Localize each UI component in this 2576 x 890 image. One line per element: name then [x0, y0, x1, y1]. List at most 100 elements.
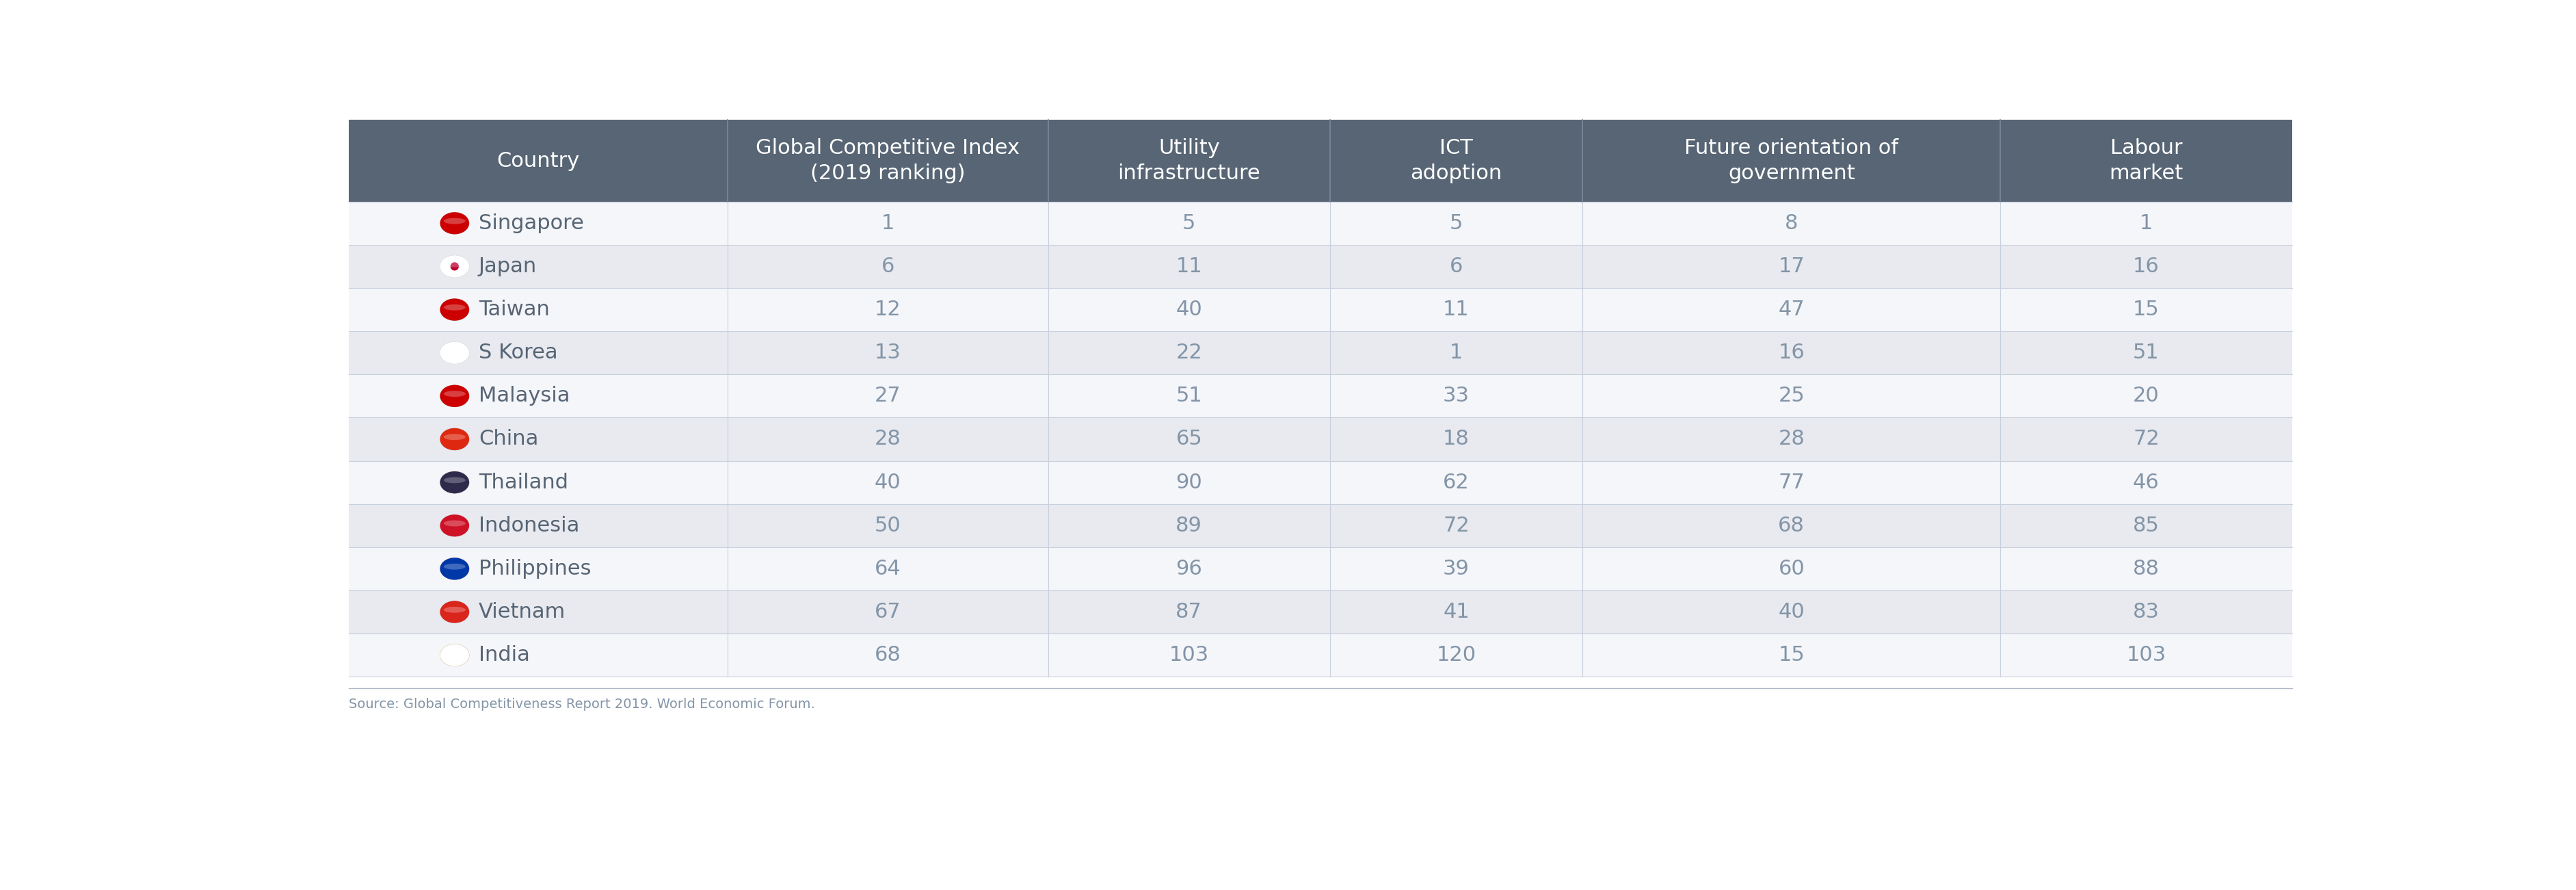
Text: 16: 16: [1777, 343, 1806, 363]
Text: 83: 83: [2133, 602, 2159, 622]
Text: 62: 62: [1443, 473, 1468, 492]
Text: 68: 68: [873, 645, 902, 665]
Bar: [348, 331, 2293, 375]
Ellipse shape: [443, 218, 466, 224]
Text: 77: 77: [1777, 473, 1806, 492]
Bar: [348, 547, 2293, 590]
Text: 11: 11: [1175, 256, 1203, 276]
Text: 1: 1: [2141, 214, 2154, 233]
Text: 72: 72: [1443, 515, 1468, 536]
Text: Philippines: Philippines: [479, 559, 592, 579]
Ellipse shape: [440, 342, 469, 364]
Text: 27: 27: [873, 386, 902, 406]
Text: 89: 89: [1175, 515, 1203, 536]
Ellipse shape: [440, 514, 469, 537]
Text: 28: 28: [873, 429, 902, 449]
Text: 60: 60: [1777, 559, 1806, 579]
Text: 20: 20: [2133, 386, 2159, 406]
Text: China: China: [479, 429, 538, 449]
Text: 1: 1: [1450, 343, 1463, 363]
Bar: [348, 417, 2293, 461]
Ellipse shape: [440, 644, 469, 666]
Text: Global Competitive Index
(2019 ranking): Global Competitive Index (2019 ranking): [755, 138, 1020, 183]
Bar: [348, 634, 2293, 676]
Text: 28: 28: [1777, 429, 1806, 449]
Text: 6: 6: [1450, 256, 1463, 276]
Ellipse shape: [443, 607, 466, 613]
Text: 5: 5: [1450, 214, 1463, 233]
Ellipse shape: [440, 298, 469, 320]
Text: Future orientation of
government: Future orientation of government: [1685, 138, 1899, 183]
Ellipse shape: [443, 348, 466, 353]
Text: 85: 85: [2133, 515, 2159, 536]
Text: S Korea: S Korea: [479, 343, 559, 363]
Text: 67: 67: [873, 602, 902, 622]
Ellipse shape: [443, 477, 466, 483]
Ellipse shape: [440, 472, 469, 493]
Bar: [348, 120, 2293, 202]
Text: 15: 15: [2133, 300, 2159, 320]
Bar: [348, 375, 2293, 417]
Bar: [348, 202, 2293, 245]
Text: 40: 40: [1175, 300, 1203, 320]
Ellipse shape: [440, 255, 469, 278]
Text: 51: 51: [1175, 386, 1203, 406]
Ellipse shape: [440, 385, 469, 407]
Text: 90: 90: [1175, 473, 1203, 492]
Ellipse shape: [443, 650, 466, 656]
Ellipse shape: [440, 428, 469, 450]
Text: 40: 40: [873, 473, 902, 492]
Ellipse shape: [443, 521, 466, 526]
Text: 12: 12: [873, 300, 902, 320]
Ellipse shape: [443, 261, 466, 267]
Bar: [348, 461, 2293, 504]
Text: 50: 50: [873, 515, 902, 536]
Ellipse shape: [440, 472, 469, 493]
Bar: [348, 504, 2293, 547]
Text: 11: 11: [1443, 300, 1468, 320]
Text: 120: 120: [1437, 645, 1476, 665]
Text: 39: 39: [1443, 559, 1468, 579]
Text: 6: 6: [881, 256, 894, 276]
Text: Source: Global Competitiveness Report 2019. World Economic Forum.: Source: Global Competitiveness Report 20…: [348, 698, 814, 711]
Ellipse shape: [440, 644, 469, 666]
Ellipse shape: [443, 563, 466, 570]
Text: 5: 5: [1182, 214, 1195, 233]
Text: 87: 87: [1175, 602, 1203, 622]
Text: 65: 65: [1175, 429, 1203, 449]
Text: 17: 17: [1777, 256, 1806, 276]
Ellipse shape: [440, 212, 469, 234]
Text: Vietnam: Vietnam: [479, 602, 567, 622]
Ellipse shape: [440, 514, 469, 537]
Ellipse shape: [443, 391, 466, 397]
Ellipse shape: [440, 601, 469, 623]
Ellipse shape: [440, 298, 469, 320]
Text: Thailand: Thailand: [479, 473, 569, 492]
Text: 51: 51: [2133, 343, 2159, 363]
Ellipse shape: [440, 601, 469, 623]
Text: 72: 72: [2133, 429, 2159, 449]
Bar: [348, 590, 2293, 634]
Text: ICT
adoption: ICT adoption: [1409, 138, 1502, 183]
Text: Labour
market: Labour market: [2110, 138, 2182, 183]
Text: 64: 64: [873, 559, 902, 579]
Text: 15: 15: [1777, 645, 1806, 665]
Text: Singapore: Singapore: [479, 214, 585, 233]
Text: 25: 25: [1777, 386, 1806, 406]
Text: Country: Country: [497, 151, 580, 171]
Ellipse shape: [443, 434, 466, 440]
Ellipse shape: [440, 472, 469, 493]
Text: 103: 103: [2125, 645, 2166, 665]
Text: Taiwan: Taiwan: [479, 300, 549, 320]
Text: 46: 46: [2133, 473, 2159, 492]
Text: Malaysia: Malaysia: [479, 386, 569, 406]
Ellipse shape: [440, 558, 469, 579]
Bar: [348, 245, 2293, 288]
Ellipse shape: [440, 385, 469, 407]
Text: 33: 33: [1443, 386, 1468, 406]
Ellipse shape: [440, 428, 469, 450]
Ellipse shape: [440, 212, 469, 234]
Text: Indonesia: Indonesia: [479, 515, 580, 536]
Ellipse shape: [440, 644, 469, 666]
Ellipse shape: [440, 255, 469, 278]
